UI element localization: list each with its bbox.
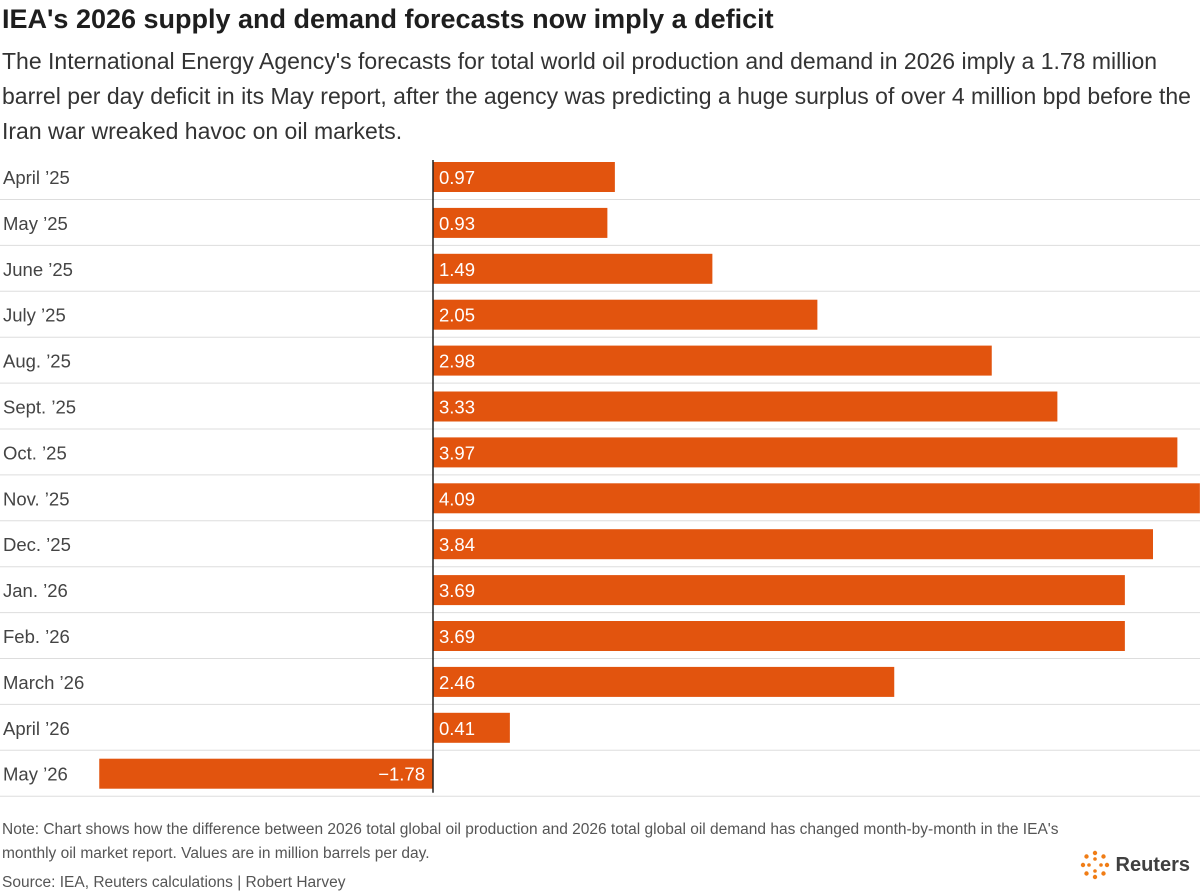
- category-label: Sept. ’25: [3, 397, 76, 418]
- category-label: Dec. ’25: [3, 534, 71, 555]
- bar: [433, 483, 1200, 514]
- category-label: May ’26: [3, 764, 68, 785]
- data-label: 2.46: [439, 672, 475, 693]
- bar: [433, 207, 608, 238]
- reuters-logo-text: Reuters: [1115, 853, 1190, 876]
- chart-source: Source: IEA, Reuters calculations | Robe…: [2, 874, 346, 891]
- chart-title: IEA's 2026 supply and demand forecasts n…: [2, 4, 774, 34]
- bar: [433, 162, 615, 192]
- chart-note: Note: Chart shows how the difference bet…: [2, 821, 1059, 862]
- data-label: 3.84: [439, 534, 475, 555]
- data-label: 3.69: [439, 626, 475, 647]
- data-label: 3.97: [439, 442, 475, 463]
- category-label: Feb. ’26: [3, 626, 70, 647]
- chart-subtitle: The International Energy Agency's foreca…: [2, 48, 1191, 144]
- data-label: 2.05: [439, 305, 475, 326]
- data-label: 3.33: [439, 397, 475, 418]
- data-label: −1.78: [378, 764, 425, 785]
- category-label: April ’26: [3, 718, 70, 739]
- bar: [99, 758, 433, 789]
- data-label: 1.49: [439, 259, 475, 280]
- bar: [433, 345, 992, 376]
- reuters-logo-icon: [1080, 850, 1109, 880]
- bar: [433, 529, 1153, 560]
- data-label: 0.41: [439, 718, 475, 739]
- reuters-logo: Reuters: [1080, 850, 1190, 880]
- bar: [433, 666, 895, 697]
- category-label: May ’25: [3, 213, 68, 234]
- bar: [433, 437, 1178, 468]
- category-label: March ’26: [3, 672, 84, 693]
- bar-chart: April ’25 0.97 May ’25 0.93 June ’25 1.49 July…: [0, 160, 1200, 797]
- data-label: 0.97: [439, 167, 475, 188]
- category-label: June ’25: [3, 259, 73, 280]
- bar: [433, 391, 1058, 422]
- category-label: July ’25: [3, 305, 66, 326]
- data-label: 0.93: [439, 213, 475, 234]
- category-label: April ’25: [3, 167, 70, 188]
- category-label: Jan. ’26: [3, 580, 68, 601]
- data-label: 4.09: [439, 488, 475, 509]
- bar: [433, 299, 818, 330]
- category-label: Nov. ’25: [3, 488, 70, 509]
- category-label: Oct. ’25: [3, 442, 67, 463]
- bar: [433, 253, 713, 284]
- bar: [433, 712, 510, 743]
- data-label: 3.69: [439, 580, 475, 601]
- data-label: 2.98: [439, 351, 475, 372]
- bar: [433, 575, 1125, 606]
- bar: [433, 621, 1125, 651]
- category-label: Aug. ’25: [3, 351, 71, 372]
